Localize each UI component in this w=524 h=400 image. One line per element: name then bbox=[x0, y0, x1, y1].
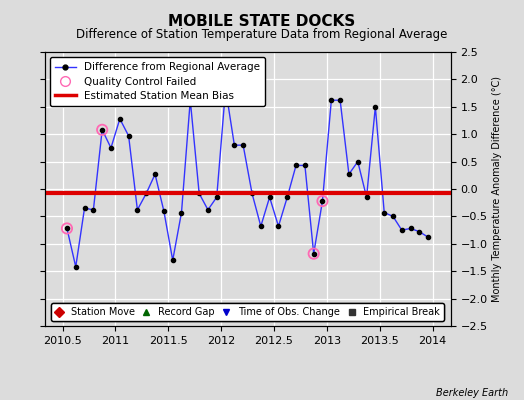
Text: Berkeley Earth: Berkeley Earth bbox=[436, 388, 508, 398]
Y-axis label: Monthly Temperature Anomaly Difference (°C): Monthly Temperature Anomaly Difference (… bbox=[492, 76, 501, 302]
Point bbox=[310, 250, 318, 257]
Text: MOBILE STATE DOCKS: MOBILE STATE DOCKS bbox=[168, 14, 356, 29]
Point bbox=[98, 127, 106, 133]
Legend: Station Move, Record Gap, Time of Obs. Change, Empirical Break: Station Move, Record Gap, Time of Obs. C… bbox=[51, 303, 444, 321]
Text: Difference of Station Temperature Data from Regional Average: Difference of Station Temperature Data f… bbox=[77, 28, 447, 41]
Point bbox=[318, 198, 326, 204]
Point bbox=[63, 225, 71, 232]
